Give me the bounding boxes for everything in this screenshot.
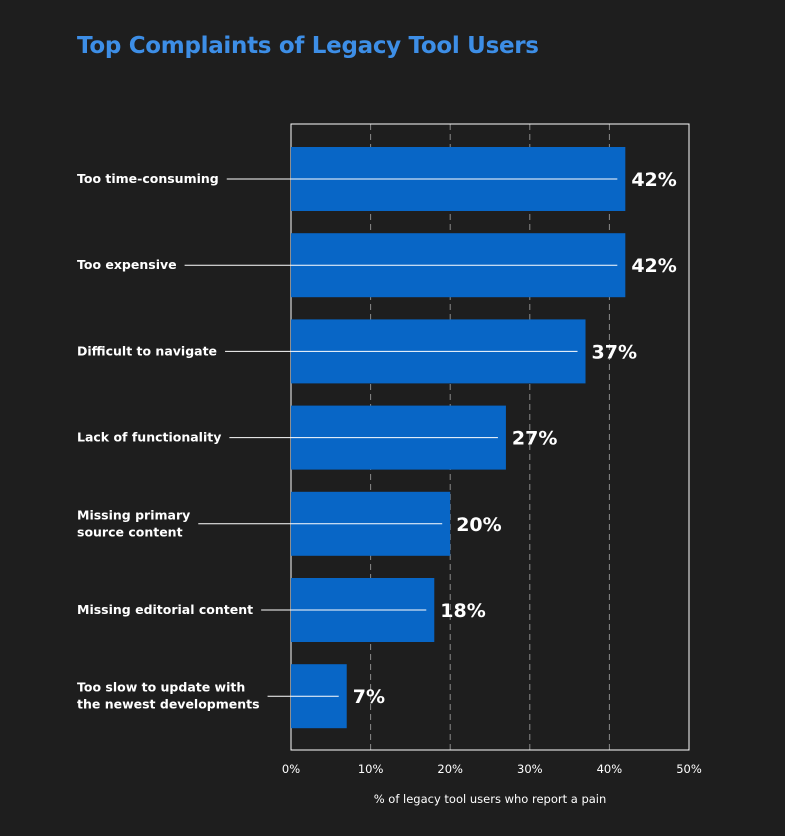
x-tick-label: 0% xyxy=(282,762,300,776)
category-label: Too time-consuming xyxy=(77,171,219,186)
value-label: 42% xyxy=(631,169,676,191)
x-axis-label: % of legacy tool users who report a pain xyxy=(374,792,607,806)
x-tick-label: 30% xyxy=(517,762,543,776)
value-label: 18% xyxy=(440,600,485,622)
x-tick-label: 20% xyxy=(437,762,463,776)
x-tick-label: 40% xyxy=(597,762,623,776)
category-label: Lack of functionality xyxy=(77,430,221,445)
value-label: 27% xyxy=(512,428,557,450)
category-label: Missing editorial content xyxy=(77,602,253,617)
value-label: 37% xyxy=(592,341,637,363)
value-label: 20% xyxy=(456,514,501,536)
category-label: Difficult to navigate xyxy=(77,343,217,358)
chart-title: Top Complaints of Legacy Tool Users xyxy=(77,33,539,59)
category-label: Missing primary source content xyxy=(77,507,190,539)
value-label: 42% xyxy=(631,255,676,277)
x-tick-label: 10% xyxy=(358,762,384,776)
category-label: Too slow to update with the newest develo… xyxy=(77,680,260,712)
value-label: 7% xyxy=(353,686,385,708)
x-tick-label: 50% xyxy=(676,762,702,776)
category-label: Too expensive xyxy=(77,257,177,272)
